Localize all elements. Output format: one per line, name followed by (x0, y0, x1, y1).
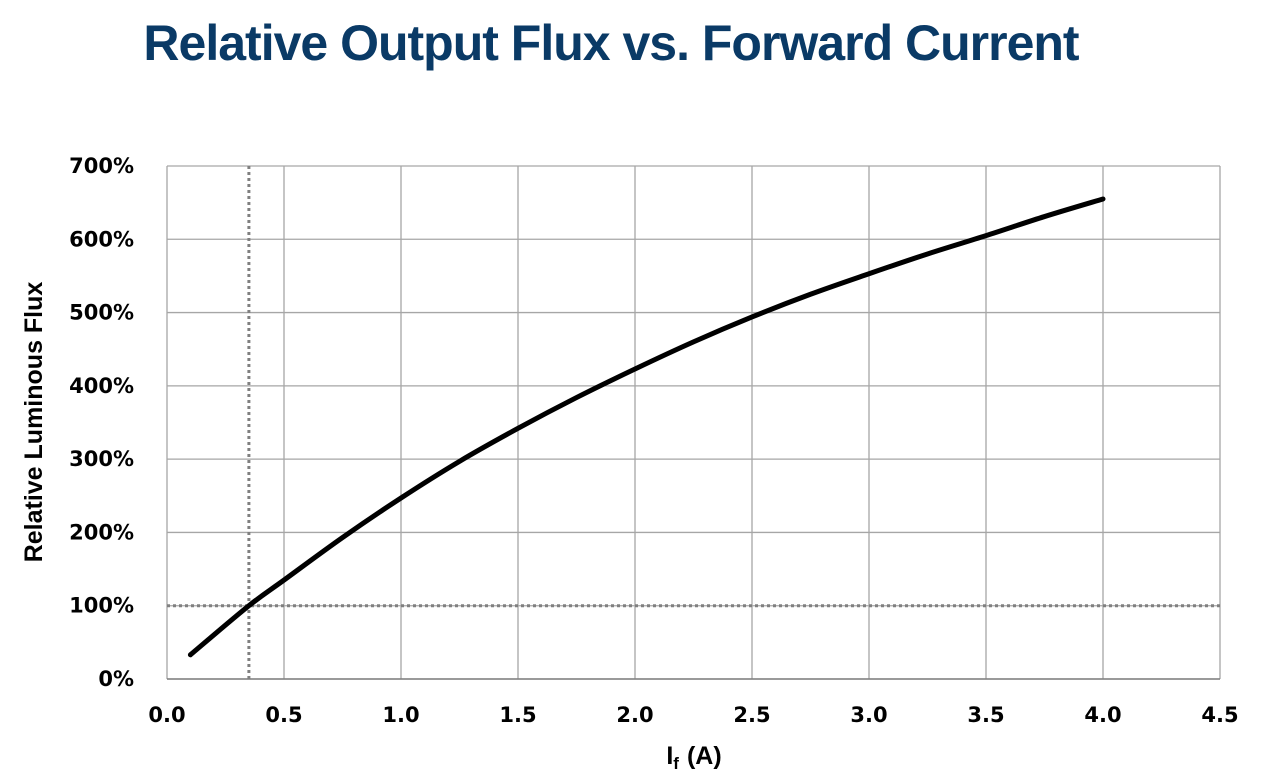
y-tick-label: 0% (98, 667, 134, 691)
y-tick-label: 400% (69, 374, 134, 398)
x-tick-label: 0.0 (148, 703, 185, 727)
y-tick-label: 100% (69, 594, 134, 618)
grid (166, 165, 1221, 680)
x-tick-label: 1.5 (499, 703, 536, 727)
y-tick-label: 200% (69, 520, 134, 544)
series-line-0 (187, 196, 1106, 658)
x-tick-label: 2.5 (733, 703, 770, 727)
x-tick-label: 3.0 (850, 703, 887, 727)
reference-lines (167, 166, 1220, 679)
series (187, 196, 1106, 658)
x-tick-label: 1.0 (382, 703, 419, 727)
x-tick-label: 4.0 (1084, 703, 1121, 727)
y-tick-label: 500% (69, 301, 134, 325)
y-tick-label: 600% (69, 227, 134, 251)
x-tick-label: 4.5 (1201, 703, 1238, 727)
chart-title: Relative Output Flux vs. Forward Current (143, 15, 1079, 71)
y-tick-labels: 0% 100% 200% 300% 400% 500% 600% 700% (69, 154, 134, 691)
y-tick-label: 300% (69, 447, 134, 471)
x-tick-label: 0.5 (265, 703, 302, 727)
x-axis-title-unit: (A) (687, 742, 722, 770)
x-tick-labels: 0.0 0.5 1.0 1.5 2.0 2.5 3.0 3.5 4.0 4.5 (148, 703, 1238, 727)
x-tick-label: 2.0 (616, 703, 653, 727)
x-axis-title: If (A) (666, 742, 721, 773)
x-axis-title-main: I (666, 742, 673, 770)
y-tick-label: 700% (69, 154, 134, 178)
y-axis-title: Relative Luminous Flux (20, 282, 48, 563)
x-tick-label: 3.5 (967, 703, 1004, 727)
x-axis-title-sub: f (673, 754, 679, 773)
